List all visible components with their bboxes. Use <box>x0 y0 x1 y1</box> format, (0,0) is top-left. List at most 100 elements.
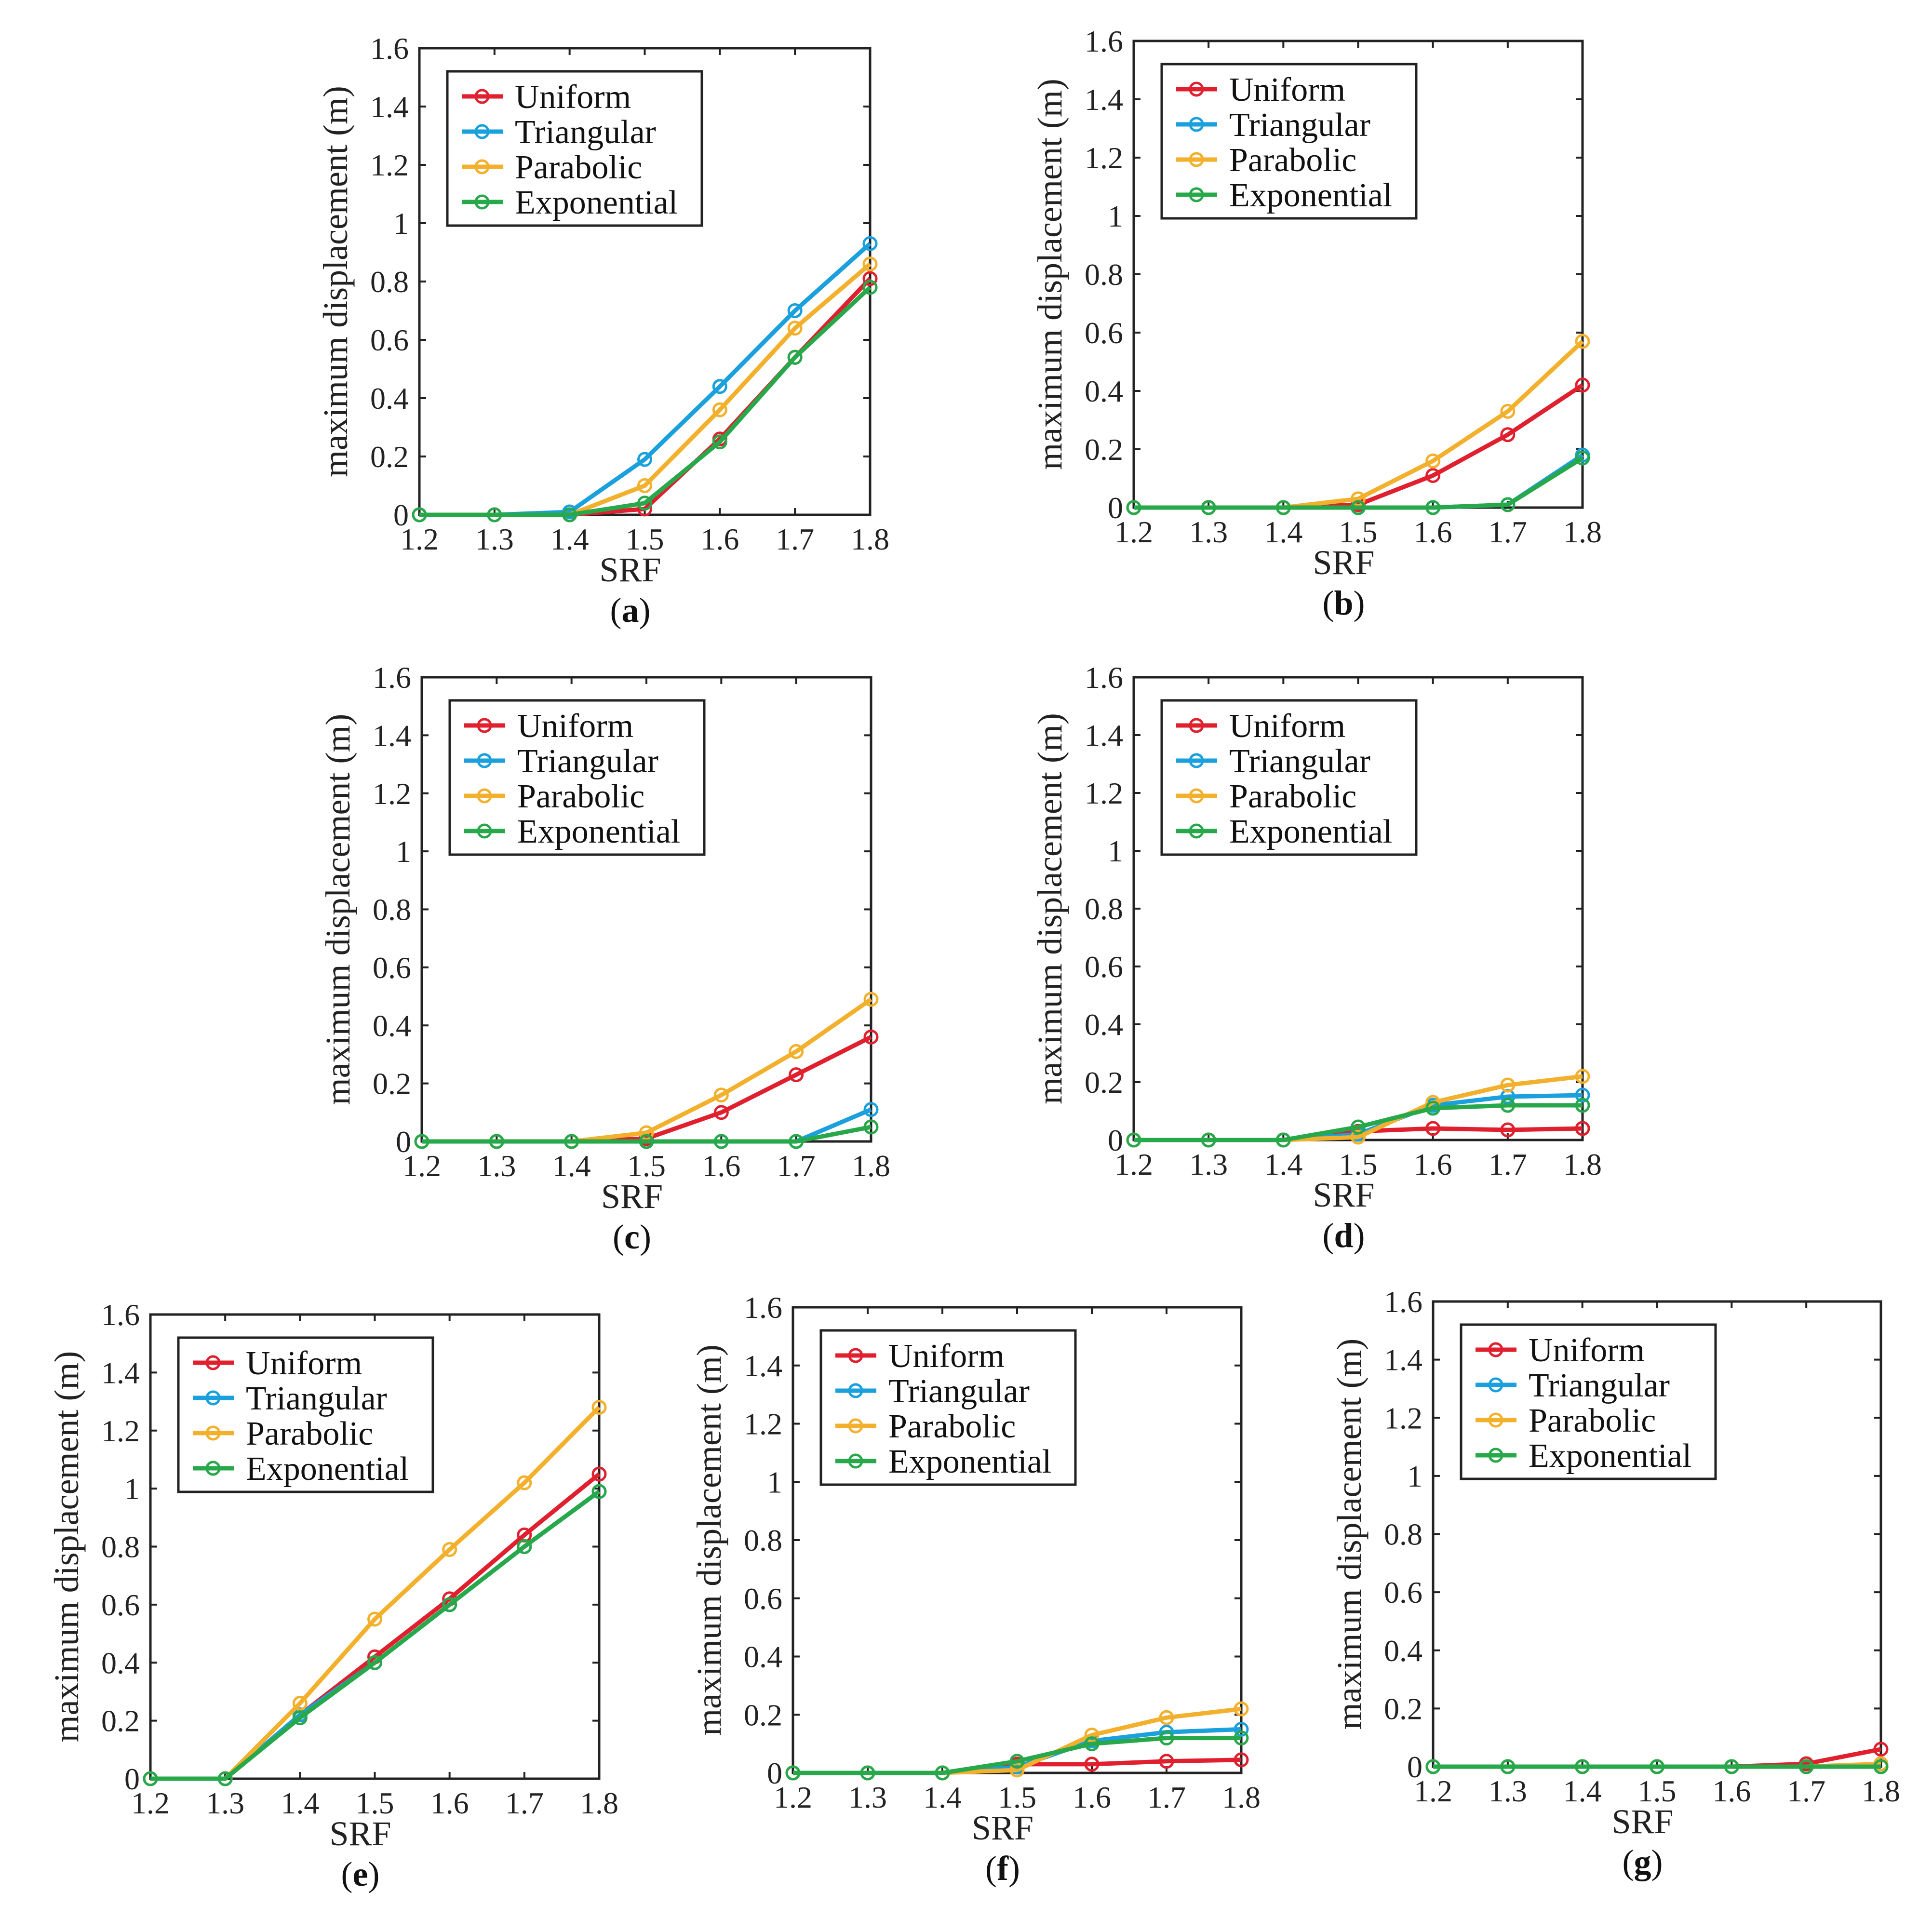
chart-e-xtick-label: 1.2 <box>131 1786 170 1820</box>
chart-f-series-parabolic-point <box>1009 1762 1025 1778</box>
chart-g-legend-parabolic-label: Parabolic <box>1529 1402 1656 1439</box>
chart-f-series-exponential-point <box>1234 1731 1249 1746</box>
chart-g-series-exponential-point <box>1425 1759 1441 1774</box>
chart-g: 0 0.2 0.4 0.6 0.8 1 1.2 1.4 1.6 1.2 1.3 1.4 1.5 1.6 1.… <box>1330 1285 1900 1881</box>
chart-e-ytick-label: 1.6 <box>101 1298 140 1332</box>
chart-c-xtick-label: 1.4 <box>552 1149 591 1183</box>
chart-b-xtick-label: 1.5 <box>1339 515 1378 549</box>
chart-g-legend-exponential-marker <box>1488 1448 1503 1463</box>
chart-c-ytick-label: 0.2 <box>373 1067 411 1101</box>
chart-e-xtick-label: 1.8 <box>580 1786 618 1820</box>
chart-d-series-exponential-point <box>1201 1132 1216 1148</box>
chart-a-legend-exponential-label: Exponential <box>515 184 678 221</box>
chart-e-ytick-label: 0.2 <box>101 1704 140 1738</box>
chart-b-ytick-label: 1.2 <box>1085 141 1123 175</box>
chart-a-series-exponential-point <box>562 507 577 523</box>
chart-e-legend-exponential-label: Exponential <box>246 1450 409 1488</box>
chart-a-legend-parabolic-marker <box>474 159 490 174</box>
chart-a-series-triangular-point <box>862 236 878 251</box>
chart-f-legend-exponential-marker <box>848 1453 863 1469</box>
chart-c-ytick-label: 0.4 <box>373 1008 411 1043</box>
chart-b-ytick-label: 0 <box>1108 491 1123 525</box>
chart-g-ytick-label: 0.4 <box>1384 1634 1422 1668</box>
chart-d-legend-uniform-marker <box>1189 718 1204 733</box>
chart-b-series-exponential-point <box>1500 497 1516 512</box>
chart-c-series-uniform-point <box>863 1029 879 1045</box>
chart-e-series-parabolic-point <box>517 1475 532 1490</box>
chart-e-series-exponential-point <box>591 1484 607 1499</box>
chart-a-y-axis-label: maximum displacement (m) <box>316 86 355 477</box>
chart-f-series-exponential-point <box>1009 1754 1025 1769</box>
chart-f-ytick-label: 0.2 <box>744 1698 782 1732</box>
chart-b-xtick-label: 1.6 <box>1414 515 1452 549</box>
chart-a-ytick-label: 0.8 <box>370 265 409 299</box>
chart-d-xtick-label: 1.6 <box>1414 1147 1452 1181</box>
chart-d-series-exponential-point <box>1351 1119 1366 1135</box>
chart-c-ytick-label: 1.6 <box>373 660 411 695</box>
chart-g-ytick-label: 1.4 <box>1384 1343 1422 1377</box>
chart-f-series-triangular-point <box>1234 1721 1249 1737</box>
chart-e-legend-parabolic-marker <box>205 1425 221 1441</box>
chart-g-series-exponential-point <box>1500 1759 1516 1774</box>
chart-f-series-parabolic-point <box>1234 1701 1249 1717</box>
chart-e-series-exponential-point <box>442 1597 457 1612</box>
chart-e-ytick-label: 0.8 <box>101 1530 140 1564</box>
chart-a-series-exponential-point <box>712 434 727 450</box>
chart-e-legend-parabolic-label: Parabolic <box>246 1415 373 1452</box>
chart-b-legend-triangular-label: Triangular <box>1229 107 1370 144</box>
chart-d-series-triangular-point <box>1575 1087 1590 1103</box>
chart-b-xtick-label: 1.7 <box>1489 515 1527 549</box>
chart-f-series-exponential-point <box>860 1765 875 1781</box>
chart-b-series-uniform-point <box>1500 427 1516 443</box>
chart-g-xtick-label: 1.3 <box>1489 1774 1527 1808</box>
chart-g-ytick-label: 0.6 <box>1384 1575 1422 1610</box>
chart-f-legend-triangular-label: Triangular <box>888 1373 1030 1410</box>
chart-f-xtick-label: 1.3 <box>848 1780 887 1814</box>
chart-e-ytick-label: 1.2 <box>101 1414 140 1448</box>
chart-b-xtick-label: 1.2 <box>1114 515 1153 549</box>
chart-a-legend-uniform-label: Uniform <box>515 79 631 116</box>
chart-e-series-exponential-point <box>367 1655 382 1670</box>
chart-f-ytick-label: 1.6 <box>744 1290 782 1325</box>
chart-b-ytick-label: 1.6 <box>1085 24 1123 58</box>
chart-c-ytick-label: 1 <box>396 834 411 869</box>
chart-c-legend-parabolic-label: Parabolic <box>517 778 644 815</box>
chart-c-xtick-label: 1.7 <box>777 1149 816 1183</box>
chart-d-series-uniform-point <box>1425 1121 1441 1136</box>
chart-b-legend-parabolic-label: Parabolic <box>1229 142 1356 179</box>
chart-e-series-parabolic-point <box>591 1400 607 1415</box>
chart-a-xtick-label: 1.7 <box>776 522 814 556</box>
chart-e-xtick-label: 1.6 <box>430 1786 469 1820</box>
chart-a-caption-letter: a <box>622 591 639 630</box>
chart-f-series-exponential-point <box>1159 1731 1174 1746</box>
chart-b: 0 0.2 0.4 0.6 0.8 1 1.2 1.4 1.6 1.2 1.3 1.4 1.5 1.6 1.… <box>1031 24 1602 622</box>
chart-d-xtick-label: 1.8 <box>1563 1147 1602 1181</box>
chart-d-x-axis-label: SRF <box>1313 1176 1374 1214</box>
chart-a-series-parabolic-point <box>787 321 803 336</box>
chart-e-legend-triangular-marker <box>205 1390 221 1406</box>
chart-d-xtick-label: 1.3 <box>1189 1147 1228 1181</box>
chart-c-ytick-label: 0.8 <box>373 893 411 927</box>
chart-e-caption-letter: e <box>353 1855 368 1893</box>
chart-c-y-axis-label: maximum displacement (m) <box>319 714 357 1105</box>
chart-f: 0 0.2 0.4 0.6 0.8 1 1.2 1.4 1.6 1.2 1.3 1.4 1.5 1.6 1.… <box>690 1290 1261 1888</box>
chart-e-series-uniform-point <box>591 1466 607 1482</box>
chart-b-ytick-label: 0.6 <box>1085 316 1123 350</box>
chart-d-ytick-label: 1 <box>1108 834 1123 868</box>
chart-g-xtick-label: 1.7 <box>1787 1774 1825 1808</box>
chart-a-ytick-label: 0.2 <box>370 440 409 474</box>
chart-e-legend-exponential-marker <box>205 1461 221 1476</box>
chart-b-legend-exponential-label: Exponential <box>1229 177 1392 214</box>
chart-b-ytick-label: 0.2 <box>1085 432 1123 467</box>
chart-g-legend-uniform-marker <box>1488 1342 1503 1357</box>
chart-b-ytick-label: 0.4 <box>1085 374 1123 408</box>
chart-e-ytick-label: 1 <box>124 1472 140 1506</box>
chart-c-xtick-label: 1.6 <box>702 1149 740 1183</box>
chart-b-legend-parabolic-marker <box>1189 152 1204 167</box>
chart-c-series-exponential-point <box>863 1119 879 1135</box>
chart-c-ytick-label: 1.2 <box>373 777 411 811</box>
chart-b-ytick-label: 0.8 <box>1085 257 1123 292</box>
chart-b-ytick-label: 1 <box>1108 199 1123 233</box>
chart-d-ytick-label: 0.6 <box>1085 950 1123 984</box>
